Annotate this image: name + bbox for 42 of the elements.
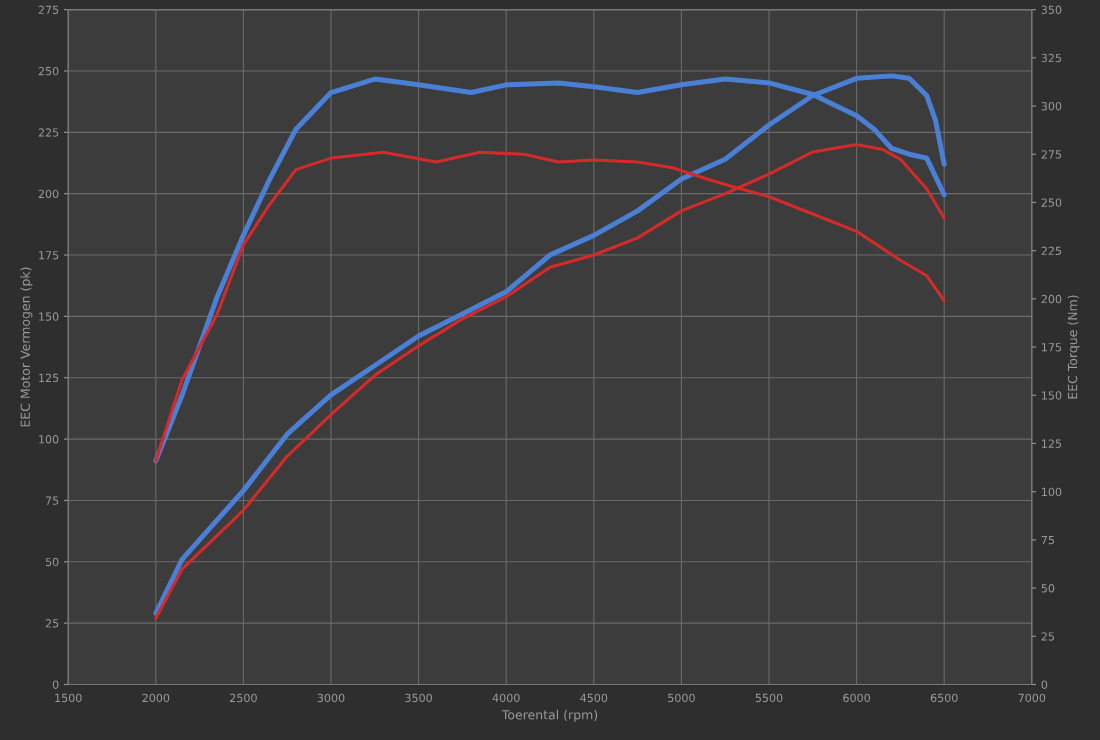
y2-tick-label: 0 xyxy=(1041,680,1048,689)
x-tick-label: 3000 xyxy=(317,693,345,703)
x-tick-label: 2000 xyxy=(142,693,170,703)
y2-tick-label: 25 xyxy=(1041,632,1054,641)
y2-tick-label: 175 xyxy=(1042,343,1062,352)
y-tick-label: 75 xyxy=(45,496,59,505)
y-tick-label: 25 xyxy=(45,619,59,628)
x-tick-label: 1500 xyxy=(55,693,82,703)
y-tick-label: 50 xyxy=(45,557,59,567)
x-tick-label: 6500 xyxy=(930,693,958,703)
x-tick-label: 7000 xyxy=(1018,693,1046,703)
y-tick-label: 125 xyxy=(39,373,59,383)
y-tick-label: 175 xyxy=(39,251,59,260)
x-tick-label: 5500 xyxy=(755,693,783,703)
y-tick-label: 250 xyxy=(38,66,59,76)
y-axis-title: EEC Motor Vermogen (pk) xyxy=(20,267,33,427)
y2-axis-title: EEC Torque (Nm) xyxy=(1067,295,1080,399)
y-tick-label: 275 xyxy=(38,5,59,14)
y-tick-label: 0 xyxy=(52,680,59,689)
y2-tick-label: 75 xyxy=(1041,536,1054,545)
y2-tick-label: 225 xyxy=(1041,246,1062,256)
y2-tick-label: 100 xyxy=(1042,487,1062,497)
x-tick-label: 3500 xyxy=(405,693,432,703)
y-tick-label: 150 xyxy=(39,312,59,321)
x-tick-label: 4000 xyxy=(492,693,520,703)
y2-tick-label: 350 xyxy=(1041,5,1062,14)
y-tick-label: 100 xyxy=(39,435,59,444)
y-tick-label: 200 xyxy=(38,189,59,199)
y2-tick-label: 250 xyxy=(1041,198,1062,207)
x-tick-label: 6000 xyxy=(843,693,870,703)
y2-tick-label: 325 xyxy=(1041,53,1062,63)
x-tick-label: 5000 xyxy=(668,693,695,703)
y2-tick-label: 125 xyxy=(1042,439,1062,448)
y-tick-label: 225 xyxy=(38,128,59,137)
y2-tick-label: 50 xyxy=(1041,584,1055,593)
x-tick-label: 2500 xyxy=(230,693,257,703)
x-tick-label: 4500 xyxy=(580,693,608,703)
x-axis-title: Toerental (rpm) xyxy=(501,709,598,722)
y2-tick-label: 150 xyxy=(1042,391,1062,400)
y2-tick-label: 200 xyxy=(1041,294,1062,304)
y2-tick-label: 275 xyxy=(1041,150,1062,159)
y2-tick-label: 300 xyxy=(1041,102,1062,111)
